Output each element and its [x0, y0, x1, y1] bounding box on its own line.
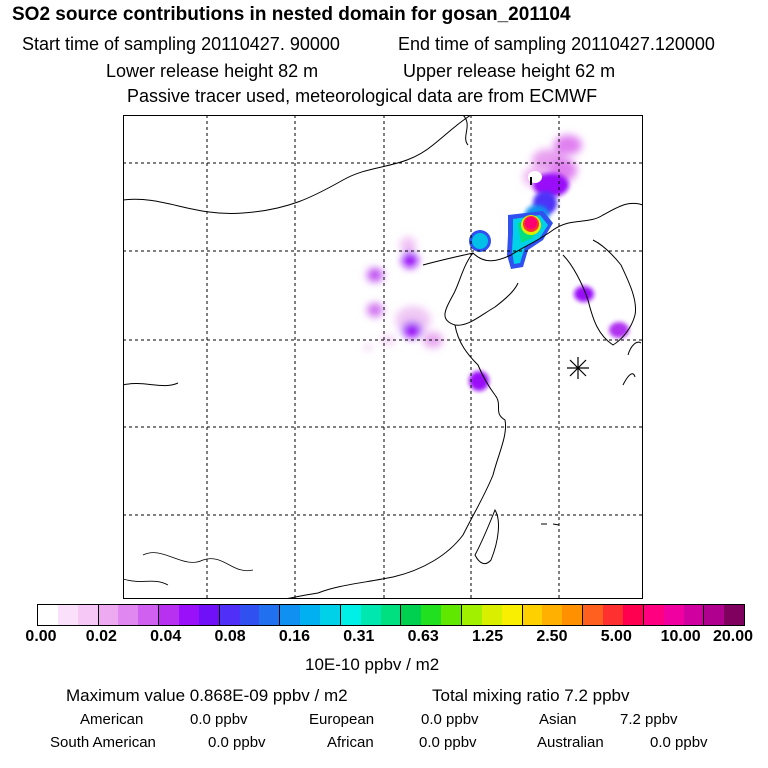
colorbar-cell [603, 605, 623, 625]
page-title: SO2 source contributions in nested domai… [12, 4, 571, 25]
colorbar-cell [643, 605, 664, 625]
plume-bohai-ring [469, 230, 491, 252]
colorbar-cell [724, 605, 745, 625]
colorbar-cell [481, 605, 502, 625]
colorbar-cell [704, 605, 725, 625]
coastline-layer [123, 115, 643, 599]
colorbar-tick-label: 0.63 [407, 628, 439, 645]
colorbar-cell [300, 605, 321, 625]
colorbar-cell [179, 605, 199, 625]
colorbar-cell [219, 605, 240, 625]
border-layer [123, 552, 254, 586]
colorbar-tick-label: 0.02 [85, 628, 117, 645]
colorbar-cell [501, 605, 523, 625]
colorbar-cell [401, 605, 422, 625]
colorbar-cell [280, 605, 301, 625]
region-european-name: European [309, 711, 375, 728]
colorbar-tick-label: 0.16 [278, 628, 311, 645]
colorbar-tick-label: 1.25 [471, 628, 504, 645]
colorbar-cell [98, 605, 119, 625]
colorbar-cell [159, 605, 180, 625]
colorbar-cell [522, 605, 543, 625]
colorbar-cell [441, 605, 463, 625]
colorbar-cell [320, 605, 341, 625]
region-american-name: American [80, 711, 144, 728]
colorbar-cell [562, 605, 584, 625]
colorbar-tick-label: 10.00 [660, 628, 701, 645]
colorbar-cell [542, 605, 563, 625]
start-time-label: Start time of sampling 20110427. 90000 [22, 34, 340, 54]
colorbar-cell [462, 605, 482, 625]
colorbar-cell [663, 605, 684, 625]
map-panel [123, 115, 643, 599]
region-african-name: African [327, 734, 374, 751]
region-asian-name: Asian [539, 711, 577, 728]
total-mixing-ratio: Total mixing ratio 7.2 ppbv [432, 686, 630, 705]
graticule [123, 115, 643, 599]
maximum-value: Maximum value 0.868E-09 ppbv / m2 [66, 686, 348, 705]
plume-korea [574, 286, 629, 338]
receptor-marker-icon [567, 357, 589, 379]
colorbar-cell [380, 605, 402, 625]
colorbar-cell [622, 605, 644, 625]
colorbar-tick-label: 2.50 [536, 628, 568, 645]
colorbar-cell [683, 605, 705, 625]
colorbar-tick-label: 0.08 [214, 628, 246, 645]
colorbar-cell [421, 605, 442, 625]
region-american-value: 0.0 ppbv [190, 711, 248, 728]
colorbar-cell [138, 605, 160, 625]
colorbar-tick-label: 20.00 [712, 628, 754, 645]
colorbar-cell [57, 605, 78, 625]
region-south-american-name: South American [50, 734, 156, 751]
plume-shanghai [469, 371, 489, 391]
colorbar [37, 604, 745, 626]
colorbar-unit: 10E-10 ppbv / m2 [305, 655, 440, 674]
colorbar-cell [118, 605, 139, 625]
colorbar-cell [259, 605, 281, 625]
colorbar-cell [38, 605, 58, 625]
upper-height-label: Upper release height 62 m [403, 61, 616, 81]
region-european-value: 0.0 ppbv [421, 711, 479, 728]
plume-liaodong [507, 211, 553, 269]
colorbar-tick-label: 0.00 [25, 628, 57, 645]
plume-layer [364, 135, 629, 391]
colorbar-cell [583, 605, 604, 625]
colorbar-cell [239, 605, 260, 625]
end-time-label: End time of sampling 20110427.120000 [398, 34, 715, 54]
region-asian-value: 7.2 ppbv [620, 711, 678, 728]
colorbar-cell [360, 605, 381, 625]
colorbar-cell [198, 605, 220, 625]
lower-height-label: Lower release height 82 m [106, 61, 319, 81]
region-south-american-value: 0.0 ppbv [208, 734, 266, 751]
colorbar-tick-label: 0.04 [150, 628, 182, 645]
region-australian-name: Australian [537, 734, 604, 751]
colorbar-tick-label: 0.31 [343, 628, 375, 645]
region-australian-value: 0.0 ppbv [650, 734, 708, 751]
colorbar-ticks: 0.00 0.02 0.04 0.08 0.16 0.31 0.63 1.25 2.50 5.00… [0, 628, 768, 648]
colorbar-tick-label: 5.00 [600, 628, 632, 645]
colorbar-cell [77, 605, 99, 625]
region-african-value: 0.0 ppbv [419, 734, 477, 751]
colorbar-cell [340, 605, 361, 625]
data-source-note: Passive tracer used, meteorological data… [127, 86, 598, 106]
